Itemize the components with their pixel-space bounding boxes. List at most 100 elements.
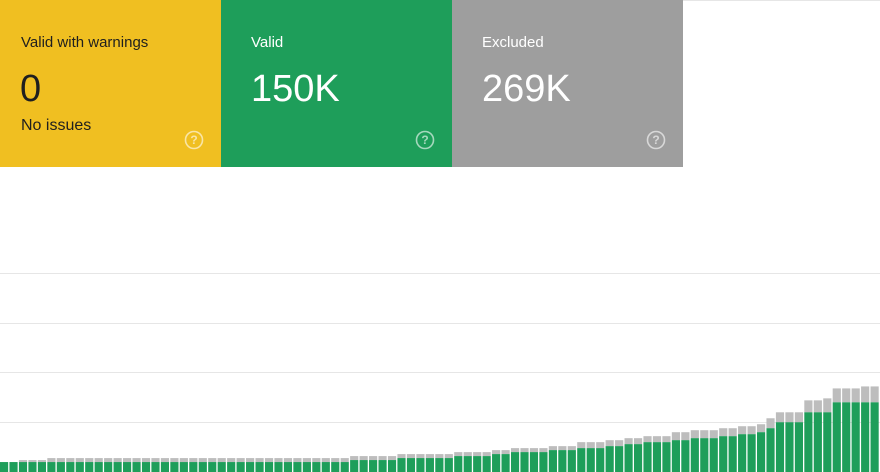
bar-valid[interactable] <box>274 462 283 472</box>
bar-valid[interactable] <box>170 462 179 472</box>
bar-excluded[interactable] <box>539 448 548 453</box>
bar-valid[interactable] <box>141 462 151 472</box>
bar-excluded[interactable] <box>94 458 103 463</box>
bar-valid[interactable] <box>264 462 274 472</box>
bar-excluded[interactable] <box>454 452 463 457</box>
bar-valid[interactable] <box>151 462 160 472</box>
bar-valid[interactable] <box>406 458 416 472</box>
bar-excluded[interactable] <box>605 440 614 447</box>
bar-valid[interactable] <box>719 436 728 472</box>
bar-valid[interactable] <box>520 452 529 472</box>
bar-valid[interactable] <box>246 462 255 472</box>
bar-excluded[interactable] <box>179 458 188 463</box>
bar-valid[interactable] <box>652 442 662 472</box>
bar-valid[interactable] <box>577 448 586 472</box>
bar-valid[interactable] <box>482 456 491 472</box>
bar-valid[interactable] <box>861 402 870 472</box>
bar-valid[interactable] <box>255 462 264 472</box>
bar-excluded[interactable] <box>104 458 113 463</box>
bar-excluded[interactable] <box>492 450 501 455</box>
bar-valid[interactable] <box>94 462 103 472</box>
bar-excluded[interactable] <box>425 454 434 459</box>
bar-excluded[interactable] <box>671 432 680 441</box>
bar-valid[interactable] <box>813 412 822 472</box>
bar-valid[interactable] <box>387 460 397 472</box>
bar-valid[interactable] <box>766 428 775 472</box>
bar-valid[interactable] <box>615 446 624 472</box>
bar-valid[interactable] <box>75 462 84 472</box>
bar-excluded[interactable] <box>842 388 851 403</box>
bar-excluded[interactable] <box>586 442 595 449</box>
bar-excluded[interactable] <box>331 458 340 463</box>
bar-valid[interactable] <box>66 462 75 472</box>
bar-excluded[interactable] <box>719 428 728 437</box>
bar-excluded[interactable] <box>416 454 425 459</box>
bar-excluded[interactable] <box>66 458 75 463</box>
bar-valid[interactable] <box>302 462 311 472</box>
bar-excluded[interactable] <box>463 452 472 457</box>
bar-valid[interactable] <box>9 462 18 472</box>
bar-valid[interactable] <box>586 448 595 472</box>
bar-excluded[interactable] <box>397 454 406 459</box>
bar-valid[interactable] <box>435 458 444 472</box>
bar-valid[interactable] <box>179 462 188 472</box>
bar-valid[interactable] <box>548 450 557 472</box>
bar-valid[interactable] <box>671 440 680 472</box>
bar-excluded[interactable] <box>198 458 207 463</box>
bar-excluded[interactable] <box>747 426 756 435</box>
bar-excluded[interactable] <box>283 458 293 463</box>
bar-valid[interactable] <box>331 462 340 472</box>
bar-excluded[interactable] <box>700 430 709 439</box>
bar-excluded[interactable] <box>406 454 416 459</box>
bar-excluded[interactable] <box>217 458 226 463</box>
bar-excluded[interactable] <box>775 412 785 423</box>
bar-excluded[interactable] <box>141 458 151 463</box>
bar-valid[interactable] <box>0 462 9 472</box>
bar-excluded[interactable] <box>690 430 699 439</box>
bar-valid[interactable] <box>596 448 605 472</box>
bar-excluded[interactable] <box>75 458 84 463</box>
bar-valid[interactable] <box>728 436 737 472</box>
bar-excluded[interactable] <box>302 458 311 463</box>
bar-valid[interactable] <box>738 434 747 472</box>
bar-excluded[interactable] <box>369 456 378 461</box>
bar-valid[interactable] <box>558 450 567 472</box>
bar-excluded[interactable] <box>643 436 652 443</box>
card-valid-with-warnings[interactable]: Valid with warnings 0 No issues ? <box>0 0 221 167</box>
bar-valid[interactable] <box>842 402 851 472</box>
bar-excluded[interactable] <box>633 438 643 445</box>
bar-valid[interactable] <box>633 444 643 472</box>
bar-valid[interactable] <box>463 456 472 472</box>
bar-valid[interactable] <box>369 460 378 472</box>
bar-valid[interactable] <box>775 422 785 472</box>
bar-valid[interactable] <box>709 438 718 472</box>
bar-valid[interactable] <box>756 432 766 472</box>
bar-valid[interactable] <box>539 452 548 472</box>
bar-valid[interactable] <box>662 442 671 472</box>
bar-valid[interactable] <box>567 450 576 472</box>
bar-excluded[interactable] <box>378 456 387 461</box>
bar-excluded[interactable] <box>624 438 633 445</box>
bar-excluded[interactable] <box>56 458 65 463</box>
bar-valid[interactable] <box>510 452 520 472</box>
bar-excluded[interactable] <box>236 458 245 463</box>
bar-valid[interactable] <box>217 462 226 472</box>
bar-excluded[interactable] <box>861 386 870 403</box>
bar-excluded[interactable] <box>321 458 330 463</box>
bar-excluded[interactable] <box>548 446 557 451</box>
bar-excluded[interactable] <box>794 412 803 423</box>
bar-valid[interactable] <box>425 458 434 472</box>
bar-excluded[interactable] <box>813 400 822 413</box>
bar-valid[interactable] <box>18 462 28 472</box>
bar-valid[interactable] <box>529 452 539 472</box>
bar-excluded[interactable] <box>785 412 794 423</box>
bar-valid[interactable] <box>293 462 302 472</box>
bar-valid[interactable] <box>870 402 879 472</box>
bar-valid[interactable] <box>700 438 709 472</box>
bar-valid[interactable] <box>56 462 65 472</box>
bar-valid[interactable] <box>160 462 170 472</box>
bar-valid[interactable] <box>37 462 47 472</box>
bar-excluded[interactable] <box>652 436 662 443</box>
bar-valid[interactable] <box>501 454 510 472</box>
bar-valid[interactable] <box>416 458 425 472</box>
